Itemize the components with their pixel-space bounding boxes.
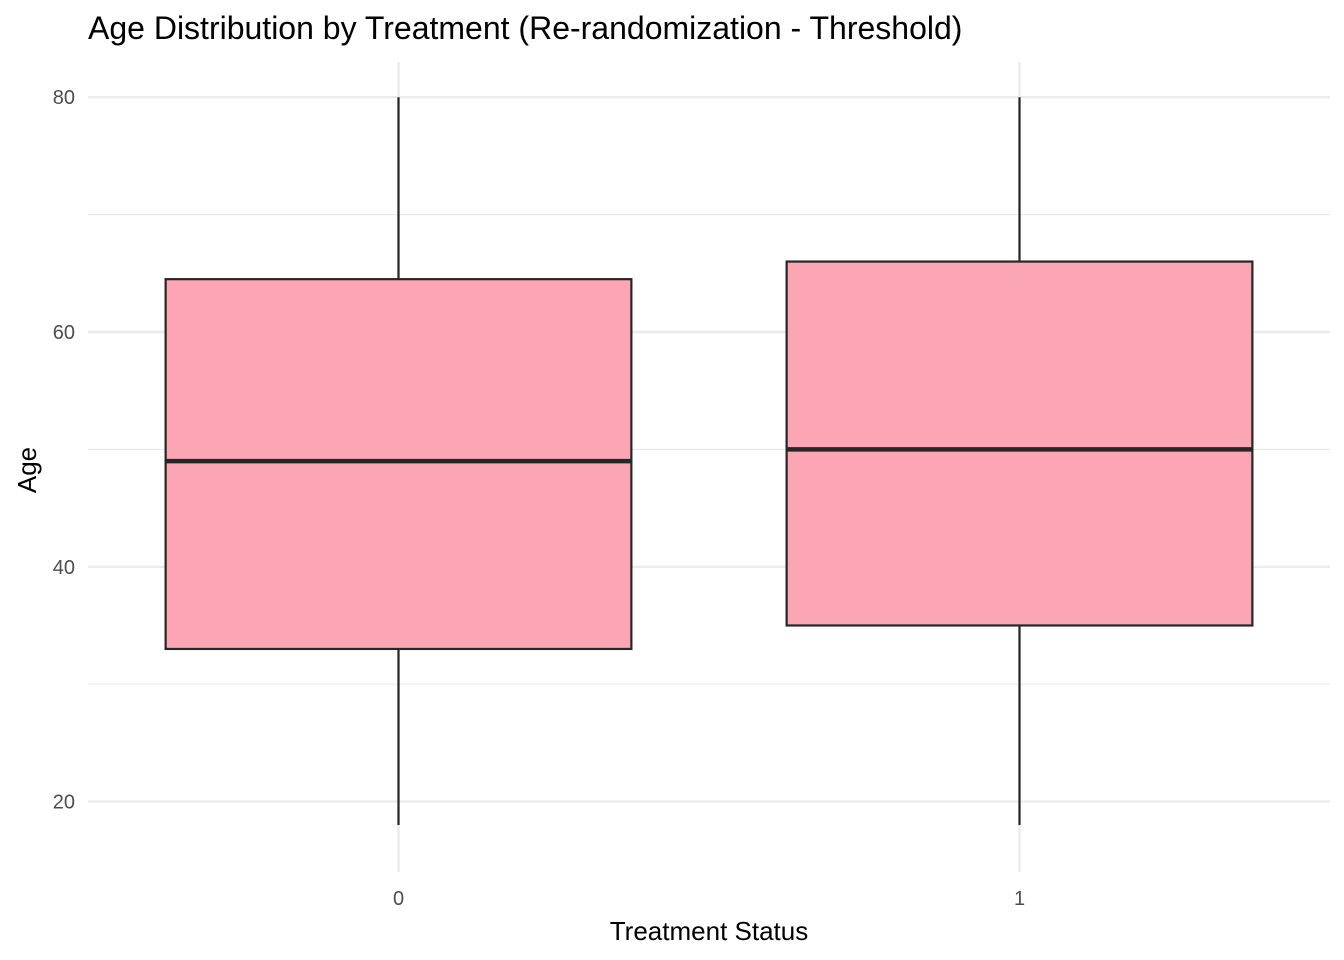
y-axis-ticks: 20 40 60 80 (53, 87, 75, 813)
box-iqr (164, 278, 633, 651)
y-tick-label: 80 (53, 87, 75, 109)
y-tick-label: 40 (53, 557, 75, 579)
chart-title: Age Distribution by Treatment (Re-random… (88, 10, 962, 46)
x-axis-title: Treatment Status (610, 916, 808, 946)
boxes (164, 97, 1254, 826)
x-tick-label: 0 (393, 888, 404, 910)
y-tick-label: 60 (53, 322, 75, 344)
y-tick-label: 20 (53, 792, 75, 814)
x-tick-label: 1 (1014, 888, 1025, 910)
box-iqr (785, 260, 1254, 627)
box-group (164, 97, 633, 826)
box-group (785, 97, 1254, 826)
y-axis-title: Age (12, 447, 42, 493)
